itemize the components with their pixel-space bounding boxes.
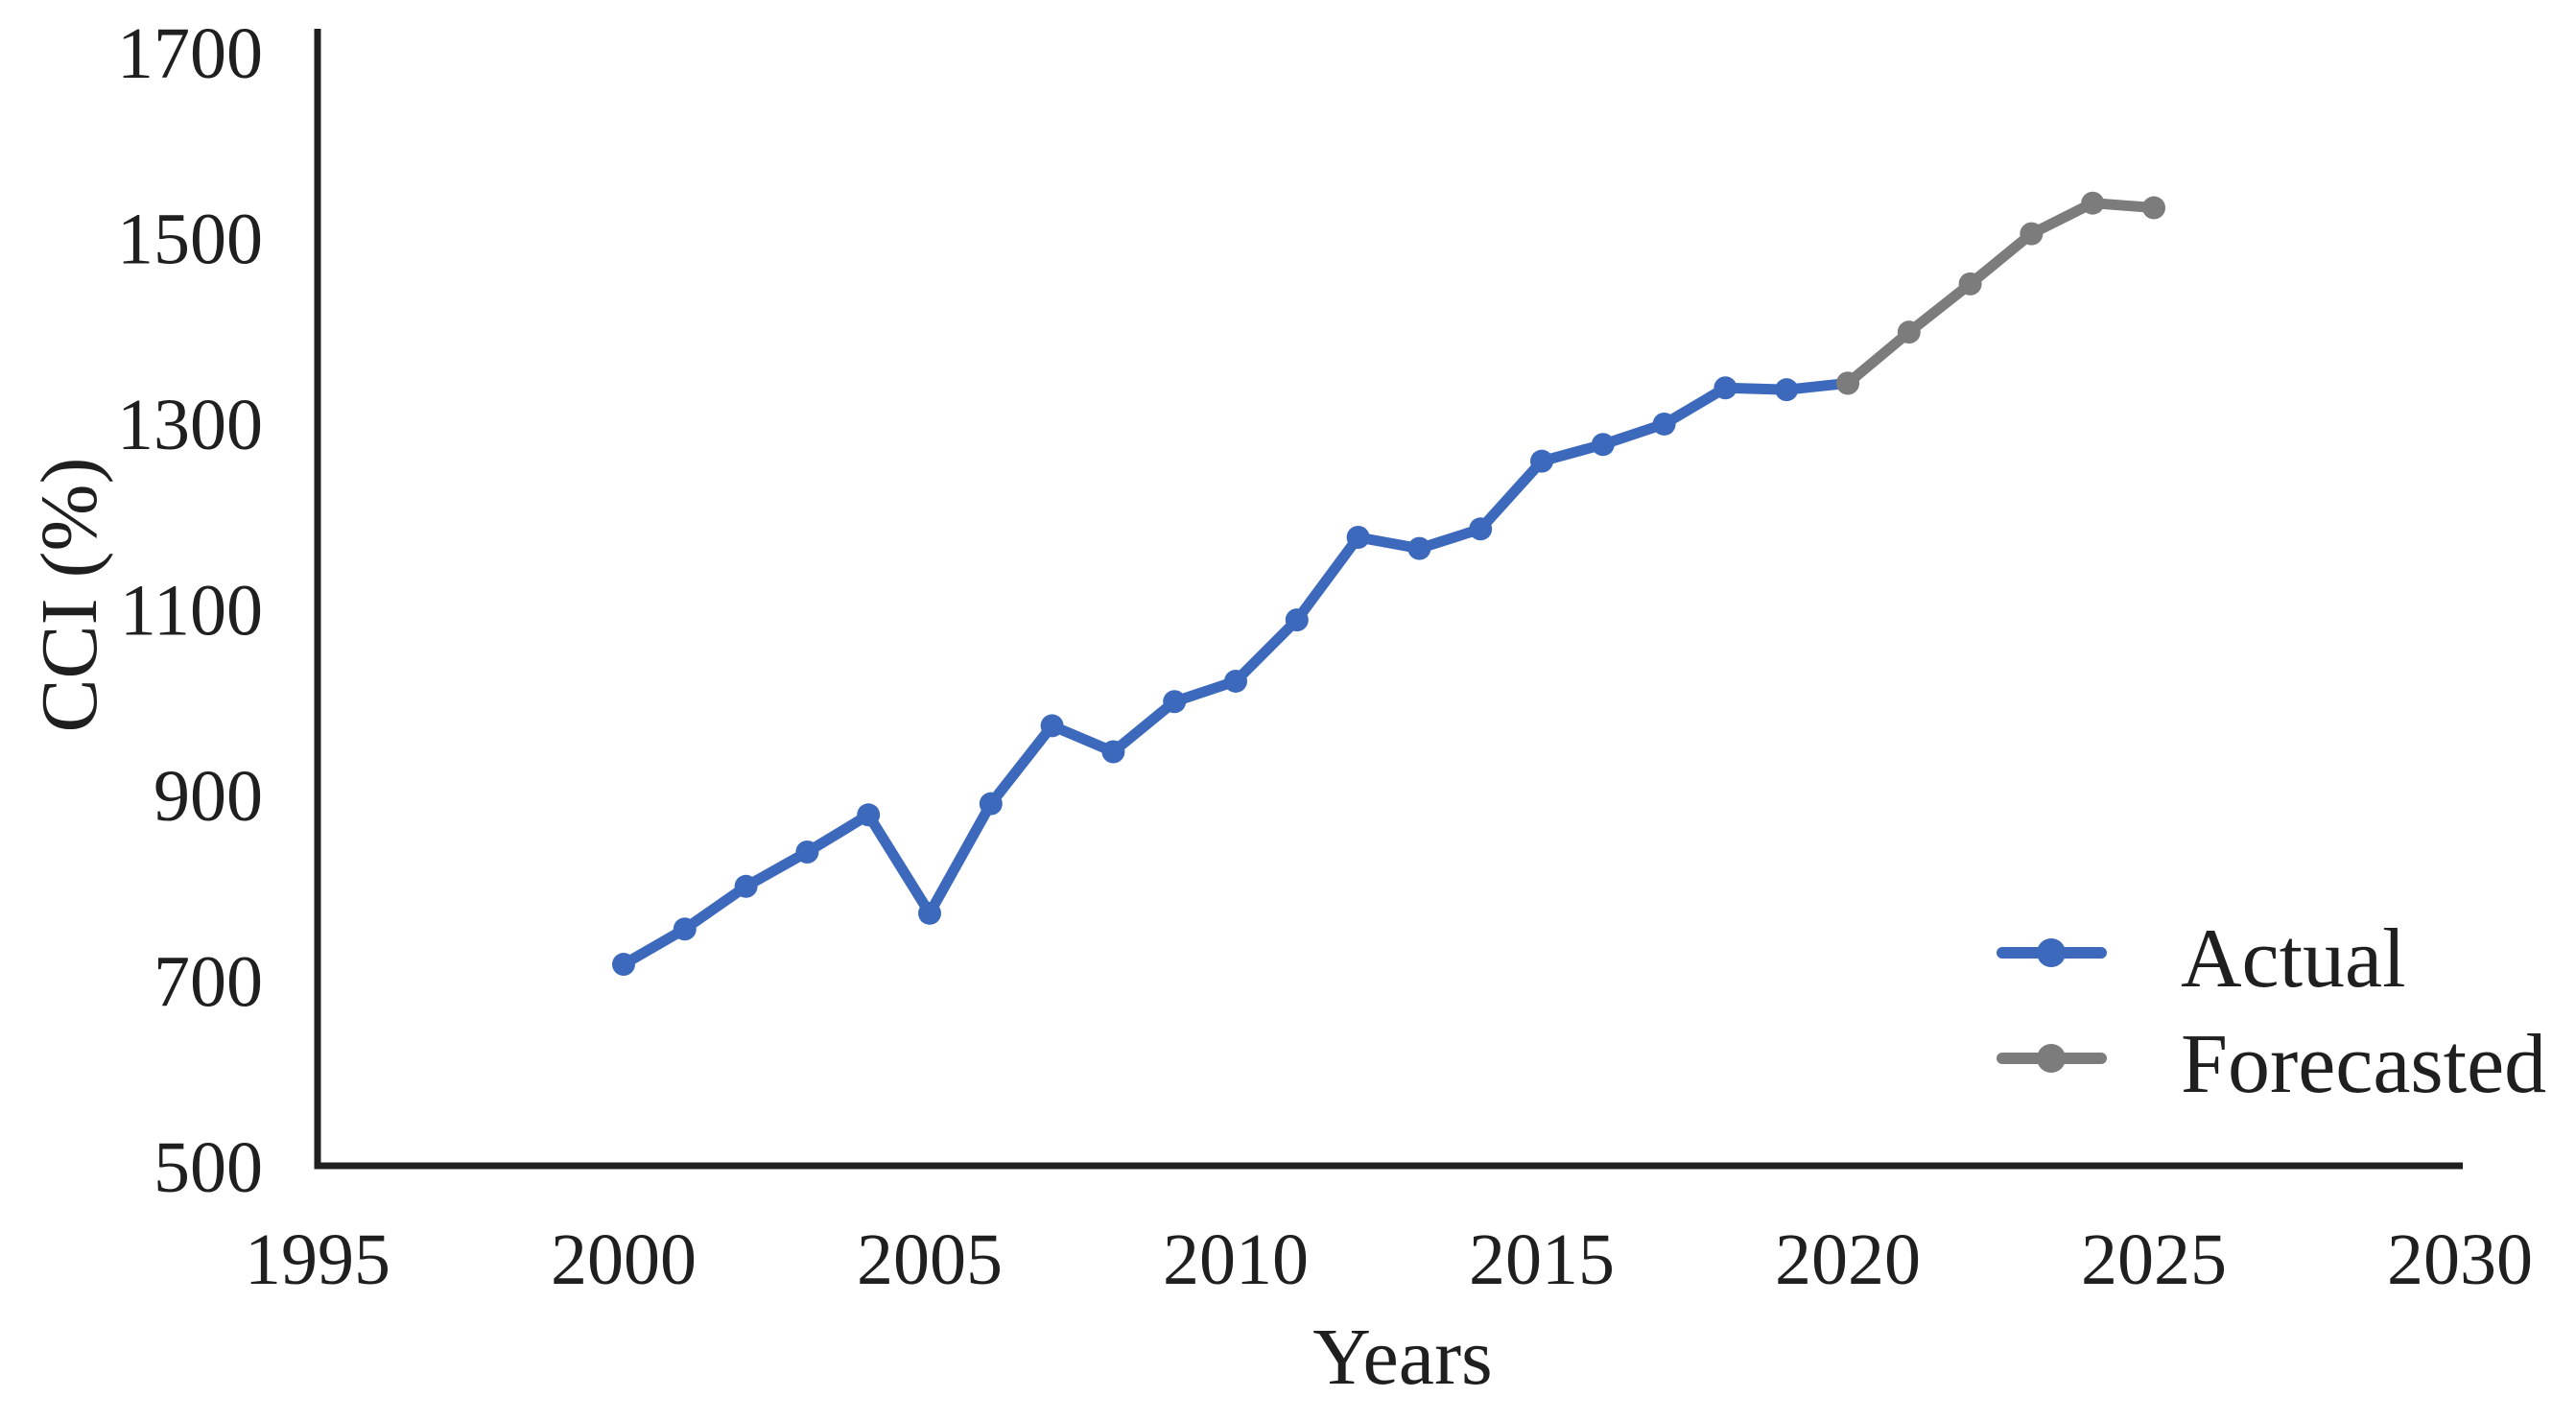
actual-series-marker bbox=[1591, 433, 1615, 457]
legend-item-actual: Actual bbox=[1997, 912, 2406, 1006]
actual-series-marker bbox=[795, 840, 819, 864]
x-axis-title: Years bbox=[1312, 1313, 1492, 1402]
forecasted-series-marker bbox=[1897, 320, 1921, 344]
y-tick-label: 1500 bbox=[117, 200, 263, 280]
x-tick-label: 1995 bbox=[245, 1220, 390, 1300]
actual-series-marker bbox=[1469, 517, 1493, 541]
x-axis-tick-labels: 1995 2000 2005 2010 2015 2020 2025 2030 bbox=[245, 1220, 2533, 1300]
actual-series-marker bbox=[1530, 449, 1553, 473]
forecasted-series-marker bbox=[2081, 191, 2105, 215]
actual-legend-swatch-marker bbox=[2037, 938, 2066, 967]
actual-series-marker bbox=[1713, 376, 1737, 400]
actual-series-marker bbox=[1407, 536, 1431, 560]
x-tick-label: 2015 bbox=[1469, 1220, 1615, 1300]
actual-series-marker bbox=[1285, 608, 1309, 632]
series-layer bbox=[612, 191, 2165, 977]
actual-series-marker bbox=[1224, 669, 1247, 693]
actual-series-marker bbox=[1652, 412, 1676, 436]
forecasted-series-marker bbox=[2020, 222, 2044, 246]
forecasted-series-marker bbox=[1836, 371, 1859, 395]
y-tick-label: 1100 bbox=[120, 571, 263, 651]
forecasted-series-line bbox=[1842, 198, 2160, 389]
y-tick-label: 1700 bbox=[117, 13, 263, 94]
actual-series-marker bbox=[857, 803, 881, 827]
y-tick-label: 900 bbox=[154, 756, 263, 837]
forecasted-legend-label: Forecasted bbox=[2181, 1018, 2546, 1111]
x-tick-label: 2025 bbox=[2081, 1220, 2227, 1300]
x-tick-label: 2005 bbox=[857, 1220, 1003, 1300]
actual-series-marker bbox=[734, 874, 758, 898]
actual-series-marker bbox=[1101, 740, 1125, 764]
actual-series-marker bbox=[612, 953, 635, 977]
actual-series-marker bbox=[1775, 378, 1799, 402]
forecasted-series-marker bbox=[2142, 196, 2165, 220]
y-axis-tick-labels: 500 700 900 1100 1300 1500 1700 bbox=[117, 13, 263, 1208]
actual-series-marker bbox=[1040, 714, 1064, 738]
x-tick-label: 2020 bbox=[1775, 1220, 1921, 1300]
x-tick-label: 2010 bbox=[1163, 1220, 1309, 1300]
actual-series-marker bbox=[918, 901, 941, 925]
y-tick-label: 1300 bbox=[117, 385, 263, 465]
x-tick-label: 2030 bbox=[2387, 1220, 2533, 1300]
legend-item-forecasted: Forecasted bbox=[1997, 1018, 2546, 1111]
actual-series-marker bbox=[673, 917, 697, 941]
actual-series-marker bbox=[979, 792, 1003, 816]
actual-series-marker bbox=[1346, 526, 1370, 550]
y-tick-label: 500 bbox=[154, 1127, 263, 1208]
forecasted-series-marker bbox=[1958, 272, 1982, 296]
legend: Actual Forecasted bbox=[1997, 912, 2546, 1111]
x-tick-label: 2000 bbox=[551, 1220, 697, 1300]
y-tick-label: 700 bbox=[154, 942, 263, 1023]
actual-series-marker bbox=[1163, 690, 1187, 714]
forecasted-legend-swatch-marker bbox=[2037, 1044, 2066, 1073]
y-axis-title: CCI (%) bbox=[25, 458, 114, 733]
actual-legend-label: Actual bbox=[2181, 912, 2406, 1006]
